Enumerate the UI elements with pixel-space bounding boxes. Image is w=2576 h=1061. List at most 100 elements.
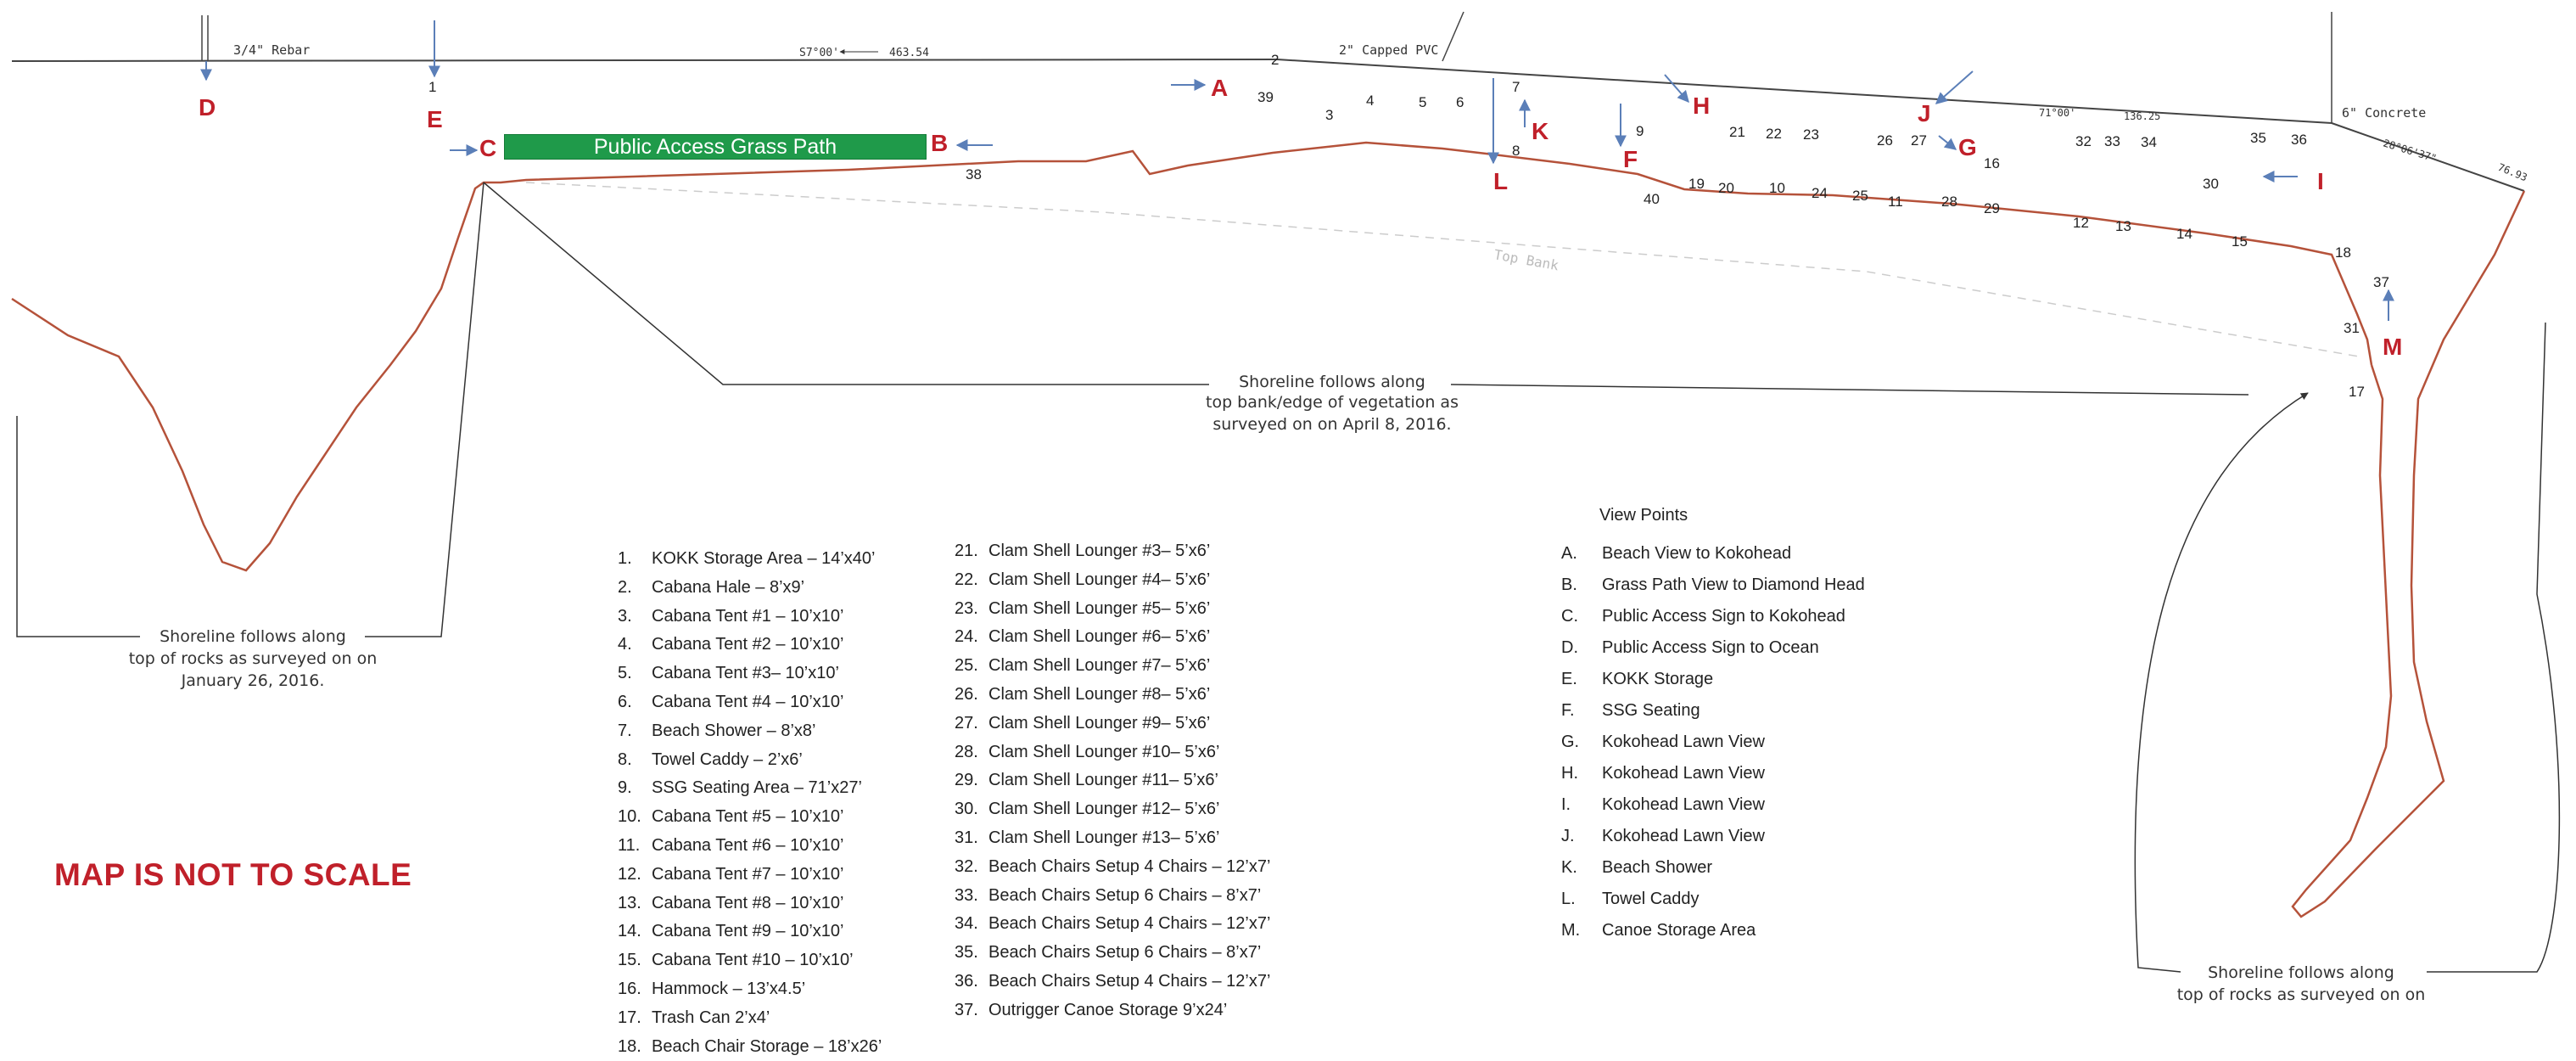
shoreline-left bbox=[11, 141, 2373, 572]
view-point-item-text: Kokohead Lawn View bbox=[1602, 733, 1765, 751]
legend-item: 11. Cabana Tent #6 – 10’x10’ bbox=[618, 832, 882, 861]
legend-item-number: 18. bbox=[618, 1036, 641, 1056]
legend-item-text: Beach Chair Storage – 18’x26’ bbox=[652, 1036, 882, 1056]
shoreline-right bbox=[2291, 190, 2526, 918]
view-point-item-text: Public Access Sign to Kokohead bbox=[1602, 607, 1845, 626]
legend-item: 33. Beach Chairs Setup 6 Chairs – 8’x7’ bbox=[955, 882, 1270, 911]
view-point-item: D. Public Access Sign to Ocean bbox=[1561, 632, 1865, 664]
view-letter-m: M bbox=[2383, 334, 2402, 360]
view-point-item: F. SSG Seating bbox=[1561, 695, 1865, 727]
legend-item-text: Cabana Tent #9 – 10’x10’ bbox=[652, 922, 844, 941]
view-point-item-number: B. bbox=[1561, 575, 1577, 594]
point-34: 34 bbox=[2141, 134, 2157, 150]
legend-item: 24. Clam Shell Lounger #6– 5’x6’ bbox=[955, 623, 1270, 652]
property-line bbox=[11, 11, 2525, 192]
legend-item: 21. Clam Shell Lounger #3– 5’x6’ bbox=[955, 537, 1270, 566]
view-point-item-text: KOKK Storage bbox=[1602, 670, 1714, 688]
point-4: 4 bbox=[1366, 93, 1374, 109]
shoreline-note-left-line-2: top of rocks as surveyed on on bbox=[129, 649, 378, 668]
legend-item-number: 24. bbox=[955, 627, 978, 647]
view-point-item-number: M. bbox=[1561, 921, 1581, 940]
view-letter-b: B bbox=[931, 130, 948, 156]
view-letter-a: A bbox=[1211, 75, 1228, 101]
site-map: 3/4" Rebar S7°00' 463.54 2" Capped PVC 6… bbox=[11, 11, 2561, 1004]
property-line-segment-1 bbox=[11, 59, 1278, 62]
view-point-item-text: Grass Path View to Diamond Head bbox=[1602, 575, 1865, 594]
view-point-item: H. Kokohead Lawn View bbox=[1561, 758, 1865, 789]
legend-item-number: 34. bbox=[955, 914, 978, 934]
point-10: 10 bbox=[1769, 180, 1785, 196]
property-line-pvc-tick bbox=[1442, 11, 1464, 62]
distance-label-1: 463.54 bbox=[889, 47, 929, 59]
legend-item-number: 14. bbox=[618, 922, 641, 941]
legend-item-text: Cabana Tent #7 – 10’x10’ bbox=[652, 864, 844, 884]
legend-item: 5. Cabana Tent #3– 10’x10’ bbox=[618, 660, 882, 688]
legend-item: 3. Cabana Tent #1 – 10’x10’ bbox=[618, 603, 882, 632]
view-point-item-number: I. bbox=[1561, 795, 1571, 814]
legend-item-number: 31. bbox=[955, 828, 978, 847]
legend-item: 37. Outrigger Canoe Storage 9’x24’ bbox=[955, 996, 1270, 1025]
point-19: 19 bbox=[1688, 176, 1705, 192]
legend-item-text: Beach Chairs Setup 4 Chairs – 12’x7’ bbox=[988, 971, 1271, 991]
shoreline-note-center-line-2: top bank/edge of vegetation as bbox=[1206, 393, 1459, 412]
point-3: 3 bbox=[1325, 107, 1333, 123]
point-8: 8 bbox=[1512, 143, 1520, 159]
not-to-scale-warning: MAP IS NOT TO SCALE bbox=[54, 857, 412, 892]
view-point-item-number: A. bbox=[1561, 544, 1577, 563]
left-leader-right bbox=[365, 182, 484, 637]
point-18: 18 bbox=[2335, 244, 2351, 261]
legend-item: 17. Trash Can 2’x4’ bbox=[618, 1004, 882, 1033]
legend-item-number: 27. bbox=[955, 713, 978, 733]
legend-item-number: 2. bbox=[618, 577, 632, 597]
legend-item-number: 35. bbox=[955, 943, 978, 963]
legend-item-text: Cabana Tent #3– 10’x10’ bbox=[652, 664, 839, 683]
view-point-item: A. Beach View to Kokohead bbox=[1561, 538, 1865, 570]
center-leader-right bbox=[1450, 384, 2249, 396]
view-point-item-text: Kokohead Lawn View bbox=[1602, 827, 1765, 845]
legend-item-text: Trash Can 2’x4’ bbox=[652, 1008, 770, 1027]
view-point-item: I. Kokohead Lawn View bbox=[1561, 789, 1865, 821]
view-point-item-text: Beach View to Kokohead bbox=[1602, 544, 1792, 563]
legend-item: 16. Hammock – 13’x4.5’ bbox=[618, 975, 882, 1004]
legend-item-text: Clam Shell Lounger #8– 5’x6’ bbox=[988, 684, 1211, 704]
legend-item-number: 11. bbox=[618, 835, 641, 855]
view-point-item: B. Grass Path View to Diamond Head bbox=[1561, 570, 1865, 601]
legend-item-number: 9. bbox=[618, 778, 632, 798]
view-letter-f: F bbox=[1623, 146, 1638, 172]
point-2: 2 bbox=[1271, 52, 1279, 68]
point-5: 5 bbox=[1419, 94, 1426, 110]
view-point-item: L. Towel Caddy bbox=[1561, 884, 1865, 915]
bearing-label-1: S7°00' bbox=[799, 47, 839, 59]
legend-item-text: Cabana Tent #4 – 10’x10’ bbox=[652, 692, 844, 711]
legend-item: 2. Cabana Hale – 8’x9’ bbox=[618, 574, 882, 603]
center-leader bbox=[483, 182, 1209, 385]
view-letter-h: H bbox=[1693, 93, 1710, 119]
legend-item: 22. Clam Shell Lounger #4– 5’x6’ bbox=[955, 566, 1270, 595]
legend-item-text: KOKK Storage Area – 14’x40’ bbox=[652, 549, 876, 568]
legend-item-number: 33. bbox=[955, 885, 978, 905]
pvc-label: 2" Capped PVC bbox=[1339, 42, 1438, 58]
legend-item: 14. Cabana Tent #9 – 10’x10’ bbox=[618, 918, 882, 946]
right-leader-right bbox=[2427, 322, 2561, 973]
view-point-item: G. Kokohead Lawn View bbox=[1561, 727, 1865, 758]
legend-item-number: 16. bbox=[618, 979, 641, 998]
legend-item-text: Clam Shell Lounger #3– 5’x6’ bbox=[988, 542, 1211, 560]
rebar-label: 3/4" Rebar bbox=[233, 42, 310, 58]
distance-label-2: 136.25 bbox=[2124, 110, 2160, 122]
view-letter-i: I bbox=[2317, 168, 2324, 194]
view-letter-e: E bbox=[427, 106, 443, 132]
point-32: 32 bbox=[2075, 133, 2092, 149]
view-points-legend: View Points A. Beach View to Kokohead B. Gr… bbox=[1561, 501, 1865, 946]
left-leader bbox=[16, 416, 140, 637]
arrow-j bbox=[1935, 70, 1974, 104]
legend-item-number: 5. bbox=[618, 664, 632, 683]
legend-item-number: 10. bbox=[618, 807, 641, 827]
bearing-label-3: 28°06'37" bbox=[2382, 137, 2438, 164]
view-points-title: View Points bbox=[1599, 506, 1688, 525]
legend-item: 27. Clam Shell Lounger #9– 5’x6’ bbox=[955, 710, 1270, 738]
view-point-item-text: Kokohead Lawn View bbox=[1602, 764, 1765, 783]
legend-item-text: Clam Shell Lounger #4– 5’x6’ bbox=[988, 570, 1211, 589]
view-point-item-text: Canoe Storage Area bbox=[1602, 921, 1756, 940]
point-20: 20 bbox=[1718, 180, 1734, 196]
legend-item: 18. Beach Chair Storage – 18’x26’ bbox=[618, 1033, 882, 1061]
